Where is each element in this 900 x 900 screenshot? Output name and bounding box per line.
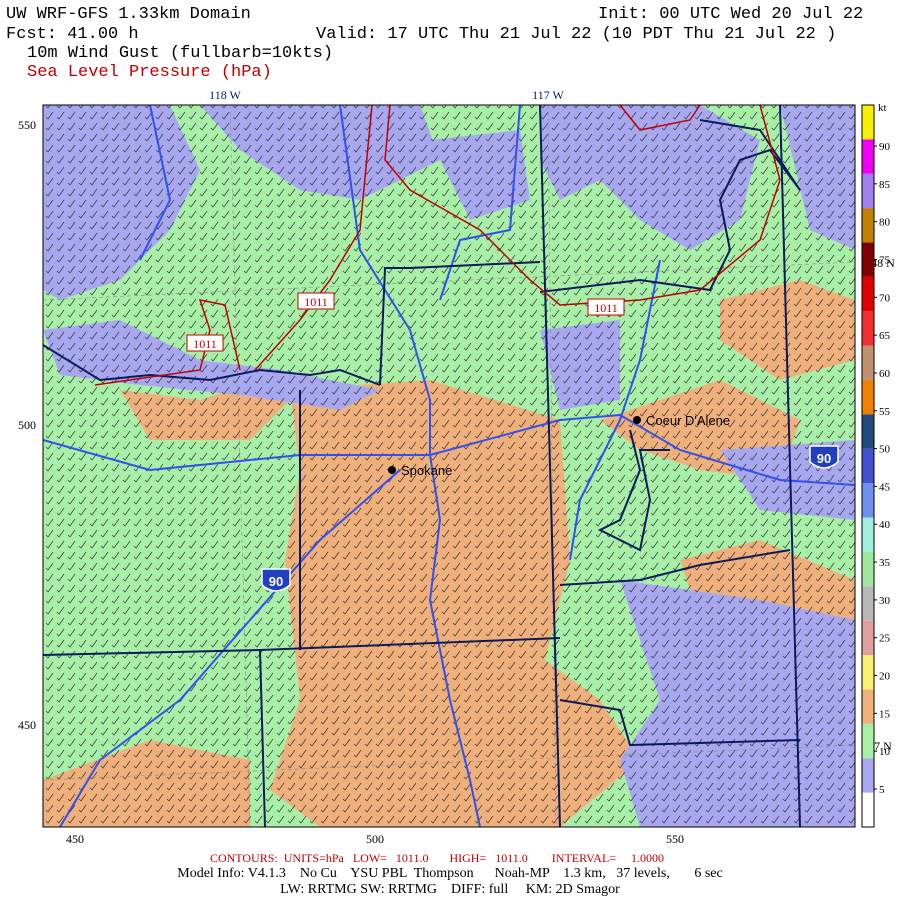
map [43, 105, 855, 827]
city-dot [633, 416, 641, 424]
colorbar-frame [861, 104, 875, 828]
contour-label-box [186, 334, 224, 352]
city-label: Spokane [401, 463, 452, 478]
colorbar-tick-label: 80 [879, 217, 891, 229]
colorbar-swatch [862, 586, 874, 621]
colorbar-unit: kt [878, 102, 887, 114]
colorbar-swatch [862, 448, 874, 484]
colorbar-tick-label: 40 [879, 519, 891, 531]
shield-label: 90 [269, 574, 283, 589]
left-label: 450 [18, 718, 36, 732]
colorbar-swatch [862, 380, 874, 415]
rivers [43, 105, 855, 827]
bottom-label: 500 [366, 832, 384, 846]
colorbar-swatch [862, 345, 874, 381]
interstate-shield [809, 445, 839, 469]
colorbar-tick-label: 60 [879, 368, 891, 380]
colorbar-tick-label: 25 [879, 633, 891, 645]
colorbar-swatch [862, 139, 874, 174]
contour-label: 1011 [594, 301, 618, 315]
physics-info: LW: RRTMG SW: RRTMG DIFF: full KM: 2D Sm… [280, 882, 620, 897]
top-label: 117 W [532, 88, 564, 102]
colorbar-swatch [862, 276, 874, 312]
colorbar-swatch [862, 758, 874, 793]
left-label: 550 [18, 118, 36, 132]
init-time: Init: 00 UTC Wed 20 Jul 22 [598, 5, 863, 24]
interstate-shield [261, 568, 291, 592]
colorbar-tick-label: 15 [879, 708, 891, 720]
colorbar-tick-label: 85 [879, 179, 891, 191]
colorbar-tick-label: 30 [879, 595, 891, 607]
title: UW WRF-GFS 1.33km Domain [6, 5, 251, 24]
colorbar-tick-label: 20 [879, 671, 891, 683]
colorbar-tick-label: 45 [879, 481, 891, 493]
bottom-label: 550 [666, 832, 684, 846]
left-label: 500 [18, 418, 36, 432]
contour-label-box [587, 298, 625, 316]
colorbar-swatch [862, 311, 874, 346]
wind-barbs [43, 105, 855, 827]
boundaries [43, 105, 801, 827]
top-label: 118 W [209, 88, 241, 102]
colorbar-swatch [862, 242, 874, 277]
contour-label: 1011 [304, 295, 328, 309]
city-label: Coeur D'Alene [646, 413, 730, 428]
colorbar-swatch [862, 105, 874, 140]
colorbar-tick-label: 90 [879, 141, 891, 153]
colorbar-swatch [862, 414, 874, 449]
colorbar-tick-label: 55 [879, 406, 891, 418]
colorbar-tick-label: 5 [879, 784, 885, 796]
colorbar-tick-label: 65 [879, 330, 891, 342]
map-frame [42, 104, 856, 828]
colorbar-swatch [862, 655, 874, 690]
contour-field-name: Sea Level Pressure (hPa) [27, 63, 272, 82]
colorbar-swatch [862, 792, 874, 827]
pressure-contours [94, 105, 781, 386]
right-label: 48 N [871, 256, 895, 270]
colorbar-swatch [862, 173, 874, 209]
colorbar-swatch [862, 208, 874, 243]
contour-label: 1011 [193, 337, 217, 351]
colorbar-tick-label: 50 [879, 444, 891, 456]
colorbar-swatch [862, 620, 874, 656]
city-dot [388, 466, 396, 474]
model-info: Model Info: V4.1.3 No Cu YSU PBL Thompso… [177, 866, 722, 881]
colorbar-tick-label: 75 [879, 254, 891, 266]
contour-label-box [297, 292, 335, 310]
graticule [43, 105, 855, 827]
colorbar-tick-label: 35 [879, 557, 891, 569]
colorbar-swatch [862, 483, 874, 518]
shield-label: 90 [817, 451, 831, 466]
bottom-label: 450 [66, 832, 84, 846]
colorbar-swatch [862, 517, 874, 552]
forecast-hour: Fcst: 41.00 h [6, 25, 139, 44]
colorbar-swatch [862, 723, 874, 759]
valid-time: Valid: 17 UTC Thu 21 Jul 22 (10 PDT Thu … [316, 25, 836, 44]
contour-info: CONTOURS: UNITS=hPa LOW= 1011.0 HIGH= 10… [210, 851, 664, 865]
colorbar-tick-label: 70 [879, 292, 891, 304]
colorbar-swatch [862, 551, 874, 587]
colorbar-swatch [862, 689, 874, 724]
field-name: 10m Wind Gust (fullbarb=10kts) [27, 44, 333, 63]
colorbar-tick-label: 10 [879, 746, 891, 758]
